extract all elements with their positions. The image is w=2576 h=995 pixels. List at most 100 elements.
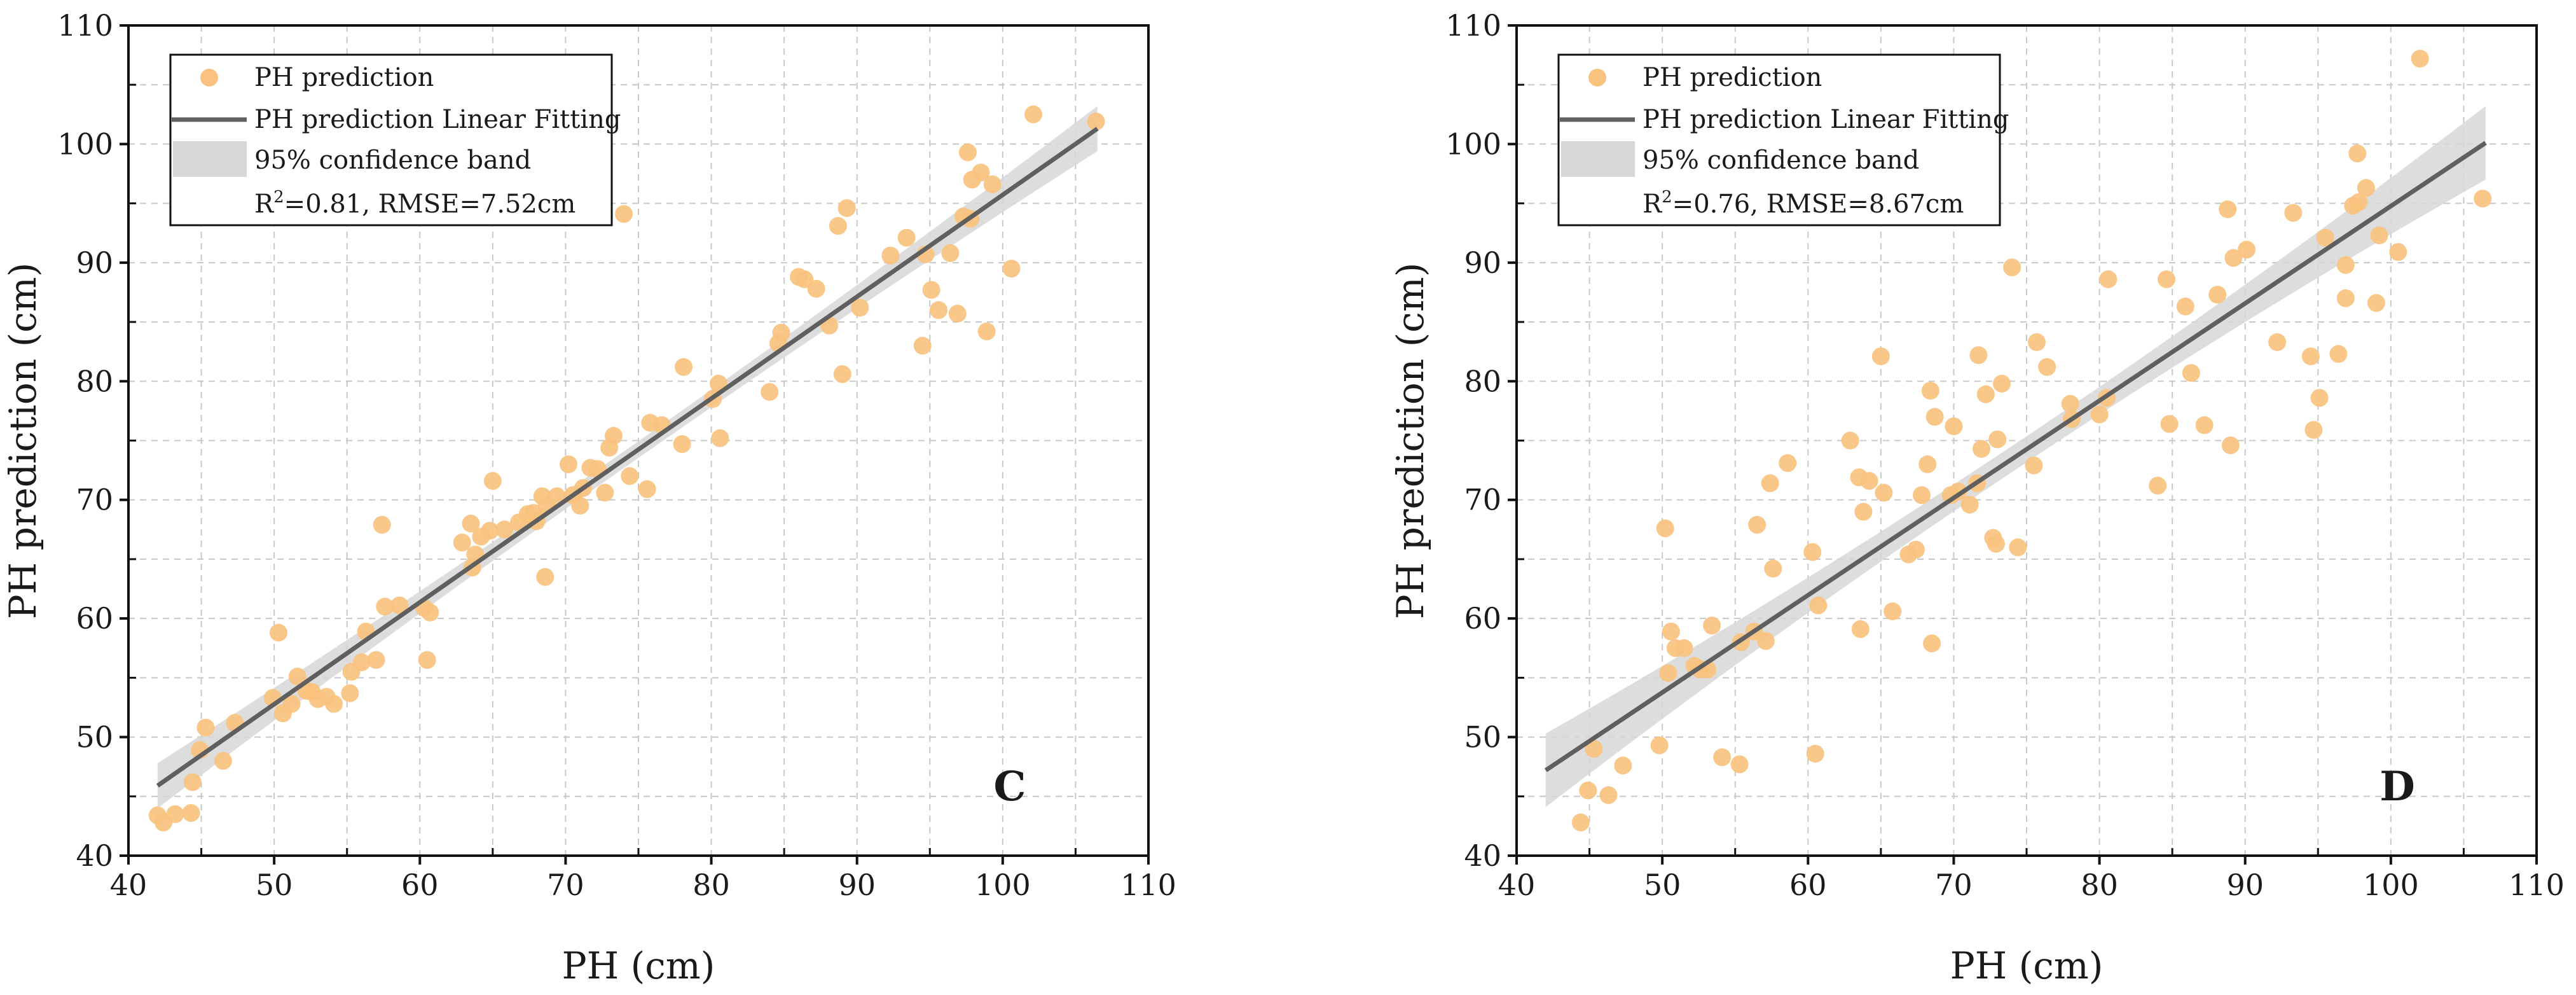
data-point: [2208, 286, 2227, 304]
data-point: [2301, 347, 2320, 366]
data-point: [2182, 364, 2200, 382]
data-point: [1918, 455, 1937, 473]
data-point: [983, 175, 1002, 193]
data-point: [560, 455, 577, 473]
data-point: [851, 298, 869, 317]
data-point: [977, 323, 996, 340]
data-point: [166, 805, 184, 823]
y-tick-label: 50: [1464, 720, 1501, 755]
legend-stats: R2=0.76, RMSE=8.67cm: [1643, 188, 1964, 219]
data-point: [2090, 405, 2109, 424]
data-point: [2099, 270, 2118, 288]
x-tick-label: 40: [110, 868, 148, 902]
legend-scatter-label: PH prediction: [254, 63, 434, 92]
y-tick-label: 70: [1464, 483, 1501, 517]
data-point: [1884, 602, 1902, 620]
fit-layer: [156, 127, 1099, 788]
data-point: [2061, 394, 2079, 413]
data-point: [1875, 484, 1893, 502]
data-point: [2357, 179, 2375, 197]
data-point: [2158, 270, 2175, 288]
data-point: [1756, 632, 1775, 650]
data-point: [615, 205, 633, 223]
data-point: [1976, 385, 1995, 403]
data-point: [2411, 50, 2429, 68]
data-point: [1703, 616, 1721, 635]
data-point: [881, 246, 900, 265]
x-tick-label: 50: [256, 868, 293, 902]
x-tick-label: 80: [692, 868, 730, 902]
data-point: [2474, 190, 2492, 208]
data-point: [214, 751, 232, 770]
data-point: [1024, 105, 1042, 123]
data-point: [1988, 430, 2007, 449]
data-point: [2149, 477, 2167, 495]
legend-fit-label: PH prediction Linear Fitting: [254, 105, 621, 134]
data-point: [837, 199, 856, 218]
x-tick-label: 110: [2509, 868, 2565, 902]
data-point: [352, 653, 371, 672]
data-point: [1614, 756, 1632, 775]
legend-scatter-marker: [200, 69, 218, 87]
data-point: [571, 497, 589, 515]
data-point: [1748, 515, 1767, 534]
data-point: [2195, 416, 2214, 435]
data-point: [2238, 240, 2256, 259]
data-point: [2316, 228, 2334, 247]
data-point: [1599, 786, 1618, 804]
data-point: [367, 651, 385, 669]
panel-label: D: [2380, 763, 2415, 811]
data-point: [2268, 333, 2287, 351]
legend-band-label: 95% confidence band: [254, 146, 531, 175]
data-point: [418, 651, 436, 669]
data-point: [373, 515, 391, 534]
chart-panel-d: 40 50 60 70 80 90 100 110 40 50 60 70 80 90 100 110 PH …: [1389, 8, 2565, 987]
data-point: [536, 567, 554, 586]
data-point: [1969, 346, 1988, 365]
data-point: [941, 244, 960, 262]
data-point: [1579, 781, 1597, 800]
data-point: [421, 603, 439, 622]
data-point: [2389, 243, 2407, 261]
data-point: [1662, 622, 1680, 641]
legend-stats: R2=0.81, RMSE=7.52cm: [254, 188, 575, 219]
legend-band-swatch: [173, 141, 247, 177]
x-tick-label: 70: [547, 868, 584, 902]
data-point: [1871, 347, 1890, 366]
data-point: [1803, 543, 1822, 561]
data-point: [2284, 204, 2303, 222]
tick-layer: 40 50 60 70 80 90 100 110 40 50 60 70 80 90 100 110: [57, 8, 1176, 902]
data-point: [270, 623, 287, 642]
fit-line: [1544, 141, 2487, 772]
data-point: [930, 301, 947, 319]
data-point: [2219, 200, 2237, 218]
data-point: [2003, 258, 2022, 277]
y-tick-label: 40: [76, 838, 113, 873]
y-tick-label: 90: [1464, 246, 1501, 280]
legend-band-label: 95% confidence band: [1643, 146, 1919, 175]
data-point: [596, 484, 614, 502]
data-point: [711, 429, 729, 447]
data-point: [1945, 417, 1963, 436]
legend: PH prediction PH prediction Linear Fitti…: [169, 53, 621, 226]
data-point: [1779, 454, 1797, 472]
y-tick-label: 60: [76, 601, 113, 636]
data-point: [341, 684, 359, 702]
legend-box: [1557, 53, 2001, 226]
x-axis-title: PH (cm): [1950, 944, 2104, 987]
data-point: [2348, 144, 2367, 163]
data-point: [2336, 289, 2355, 307]
data-point: [1585, 740, 1603, 758]
data-point: [1960, 496, 1979, 514]
data-point: [958, 143, 977, 162]
data-point: [483, 471, 502, 490]
x-axis-title: PH (cm): [562, 944, 715, 987]
data-point: [2350, 193, 2368, 211]
y-tick-label: 90: [76, 246, 113, 280]
data-point: [1913, 486, 1931, 504]
x-tick-label: 90: [838, 868, 876, 902]
data-point: [462, 515, 480, 532]
data-point: [913, 337, 932, 355]
data-point: [325, 695, 343, 713]
x-tick-label: 90: [2226, 868, 2264, 902]
